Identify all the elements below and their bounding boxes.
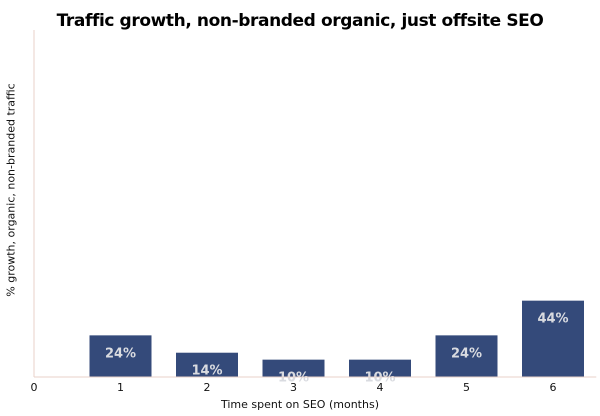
bar-value-label: 10% [278,371,309,386]
bar-month-4 [349,359,411,377]
bar-value-label: 10% [364,371,395,386]
x-tick-label: 5 [463,381,470,394]
x-axis-label: Time spent on SEO (months) [221,398,379,411]
bar-month-3 [262,359,325,377]
x-tick-label: 4 [377,381,384,394]
bar-month-5 [435,335,498,377]
bar-value-label: 14% [191,364,222,379]
x-tick-label: 0 [31,381,38,394]
x-tick-label: 1 [117,381,124,394]
x-tick-label: 2 [204,381,211,394]
chart-title: Traffic growth, non-branded organic, jus… [56,11,544,31]
bar-labels-group: 24% 14% 10% 10% 24% 44% [105,312,569,386]
bars-group [89,300,584,377]
bar-value-label: 24% [105,346,136,361]
x-ticks-group: 0 1 2 3 4 5 6 [31,381,557,394]
bar-month-6 [522,300,584,377]
bar-value-label: 44% [537,312,568,327]
bar-month-1 [89,335,152,377]
x-tick-label: 3 [290,381,297,394]
bar-value-label: 24% [451,346,482,361]
x-tick-label: 6 [550,381,557,394]
bar-month-2 [176,352,238,377]
